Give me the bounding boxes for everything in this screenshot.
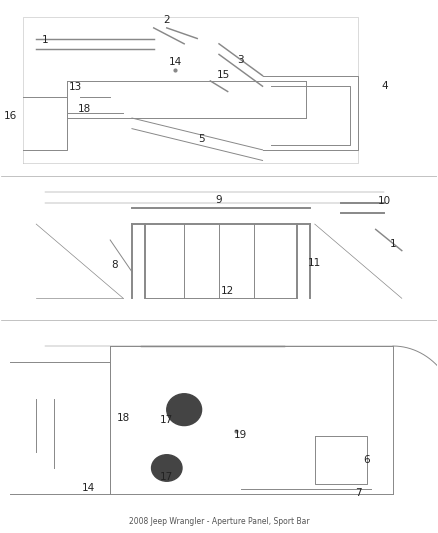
Text: 7: 7 — [355, 488, 362, 498]
Text: 15: 15 — [217, 70, 230, 79]
Text: 14: 14 — [82, 482, 95, 492]
Text: 17: 17 — [160, 415, 173, 425]
Text: 17: 17 — [160, 472, 173, 482]
Text: 11: 11 — [308, 258, 321, 268]
Text: 1: 1 — [42, 35, 48, 45]
Text: 6: 6 — [364, 455, 370, 465]
Text: 5: 5 — [198, 134, 205, 144]
Text: 12: 12 — [221, 286, 234, 296]
Text: 19: 19 — [234, 430, 247, 440]
Text: 18: 18 — [117, 413, 130, 423]
Text: 9: 9 — [215, 195, 223, 205]
Text: 2: 2 — [163, 15, 170, 25]
Text: 4: 4 — [381, 81, 388, 91]
Text: 10: 10 — [378, 196, 391, 206]
Text: 14: 14 — [169, 57, 182, 67]
Ellipse shape — [167, 394, 201, 425]
Text: 18: 18 — [78, 104, 91, 114]
Text: 13: 13 — [69, 82, 82, 92]
Text: 3: 3 — [237, 55, 244, 64]
Ellipse shape — [152, 455, 182, 481]
Text: 1: 1 — [390, 239, 396, 249]
Text: 8: 8 — [111, 260, 118, 270]
Text: 16: 16 — [4, 111, 17, 122]
Text: 2008 Jeep Wrangler - Aperture Panel, Sport Bar: 2008 Jeep Wrangler - Aperture Panel, Spo… — [129, 518, 309, 526]
